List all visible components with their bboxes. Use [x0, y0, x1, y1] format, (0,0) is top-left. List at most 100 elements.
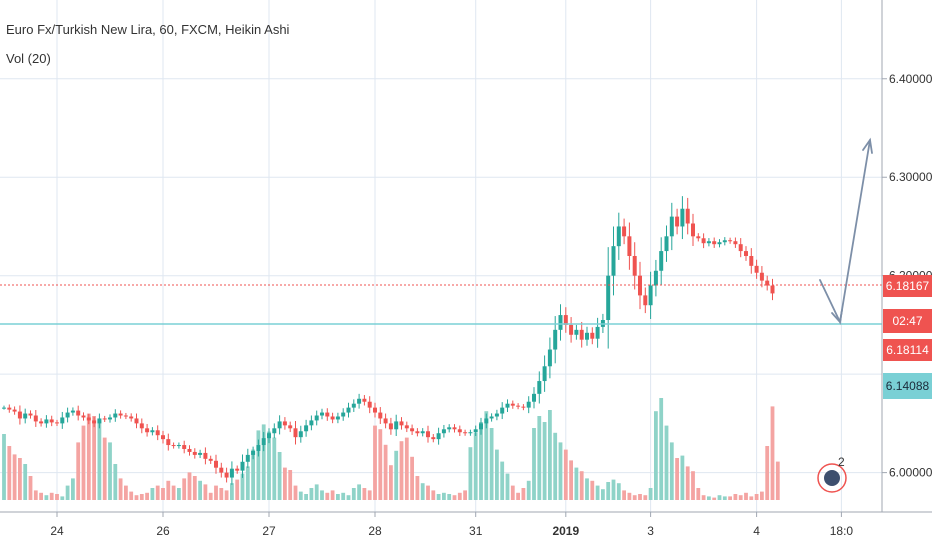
candle-body — [383, 418, 388, 424]
candle-body — [532, 393, 536, 402]
volume-bar — [18, 458, 22, 500]
volume-bar — [436, 494, 441, 500]
volume-bar — [203, 484, 208, 500]
volume-bar — [267, 431, 271, 500]
volume-indicator-label[interactable]: Vol (20) — [6, 51, 51, 66]
volume-bar — [442, 492, 446, 500]
candle-body — [616, 226, 621, 247]
candle-body — [664, 236, 669, 252]
candle-body — [60, 417, 65, 424]
candle-body — [229, 468, 234, 478]
candle-body — [410, 428, 415, 432]
volume-bar — [722, 496, 727, 500]
time-tick-label: 26 — [156, 524, 170, 538]
candle-body — [224, 472, 229, 478]
volume-bar — [2, 434, 6, 500]
candle-body — [696, 236, 701, 239]
candle-body — [463, 432, 468, 434]
candle-body — [728, 240, 733, 242]
candles — [2, 196, 775, 485]
volume-bar — [336, 494, 340, 500]
candle-body — [92, 420, 97, 424]
time-tick-label: 31 — [469, 524, 483, 538]
candle-body — [606, 275, 611, 320]
candle-body — [643, 295, 648, 306]
volume-bar — [23, 464, 28, 500]
candle-body — [394, 421, 399, 430]
candle-body — [431, 437, 436, 440]
volume-bar — [298, 491, 303, 500]
volume-bar — [81, 425, 86, 500]
candle-body — [55, 422, 59, 424]
candle-body — [330, 416, 335, 420]
candle-body — [585, 332, 589, 340]
volume-bar — [113, 464, 118, 500]
candle-body — [351, 403, 356, 408]
volume-bar — [192, 476, 197, 500]
volume-bar — [39, 492, 43, 500]
candle-body — [722, 240, 727, 243]
candle-body — [749, 256, 754, 266]
badge-outer — [817, 463, 847, 493]
candle-body — [335, 416, 340, 420]
candle-body — [547, 349, 552, 367]
volume-bar — [510, 485, 515, 500]
projection-arrow[interactable] — [819, 137, 873, 325]
volume-bar — [150, 488, 155, 500]
volume-bar — [155, 485, 160, 500]
time-tick-label: 24 — [50, 524, 64, 538]
candle-body — [81, 415, 86, 418]
time-tick-label: 3 — [647, 524, 654, 538]
candle-body — [500, 407, 505, 414]
time-tick-label: 4 — [753, 524, 760, 538]
volume-bar — [320, 490, 324, 500]
volume-bar — [463, 490, 467, 500]
volume-bar — [632, 495, 637, 500]
candle-body — [627, 236, 632, 256]
time-tick-label: 2019 — [552, 524, 579, 538]
volume-bar — [500, 461, 505, 500]
open-price-tag: 6.18114 — [883, 339, 932, 361]
volume-bar — [728, 496, 732, 500]
volume-bar — [49, 492, 54, 500]
chart-title[interactable]: Euro Fx/Turkish New Lira, 60, FXCM, Heik… — [6, 22, 290, 37]
candle-body — [33, 415, 38, 422]
volume-bar — [44, 495, 49, 500]
candle-body — [182, 445, 187, 449]
candle-body — [49, 419, 54, 423]
volume-bar — [680, 455, 685, 500]
candle-body — [659, 251, 664, 271]
volume-bar — [457, 492, 462, 500]
volume-bar — [420, 483, 425, 500]
volume-bar — [378, 429, 383, 500]
volume-bar — [230, 483, 234, 500]
candle-body — [161, 435, 165, 440]
candle-body — [203, 452, 208, 459]
candle-body — [70, 410, 75, 413]
candle-body — [155, 430, 160, 436]
volume-bar — [118, 478, 123, 500]
candle-body — [39, 421, 44, 424]
volume-bar — [479, 422, 483, 500]
volume-bar — [754, 494, 759, 500]
candle-body — [267, 433, 271, 439]
time-tick-label: 27 — [262, 524, 276, 538]
countdown-tag: 02:47 — [883, 309, 932, 333]
volume-bar — [563, 449, 568, 500]
notification-badge[interactable]: 2 — [817, 455, 847, 493]
volume-bar — [569, 460, 573, 500]
volume-bar — [484, 411, 489, 500]
candle-body — [521, 406, 526, 408]
volume-bar — [579, 471, 584, 500]
price-tick-label: 6.30000 — [889, 170, 932, 184]
volume-bar — [521, 488, 526, 500]
candle-body — [320, 412, 324, 416]
candle-body — [123, 415, 128, 417]
candle-body — [12, 409, 17, 412]
candle-body — [214, 460, 218, 468]
candle-body — [176, 445, 181, 447]
volume-bar — [108, 442, 112, 500]
volume-bar — [235, 479, 240, 500]
candle-body — [473, 429, 478, 433]
